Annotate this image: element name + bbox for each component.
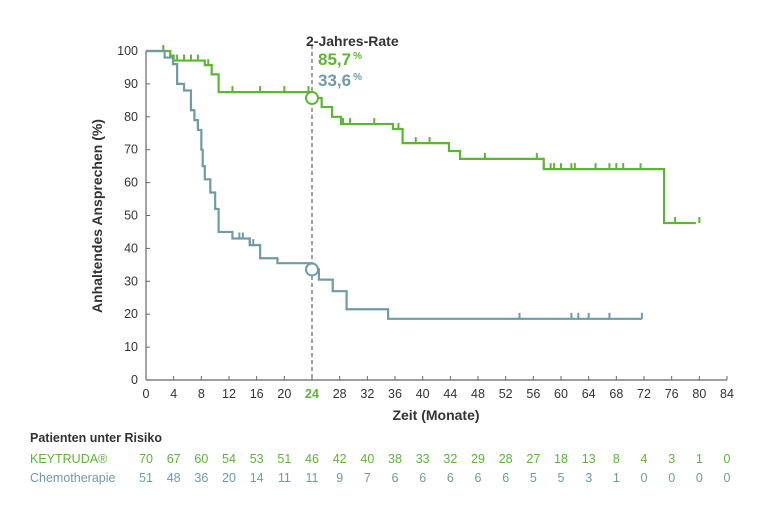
x-tick-label: 36 bbox=[388, 387, 402, 401]
survival-curve-keytruda bbox=[146, 49, 696, 225]
x-tick-label: 68 bbox=[609, 387, 623, 401]
risk-value: 8 bbox=[613, 452, 620, 466]
x-tick-label: 76 bbox=[665, 387, 679, 401]
y-tick-label: 10 bbox=[124, 340, 138, 354]
risk-value: 9 bbox=[336, 471, 343, 485]
y-tick-label: 90 bbox=[124, 77, 138, 91]
risk-value: 42 bbox=[333, 452, 347, 466]
risk-value: 54 bbox=[222, 452, 236, 466]
risk-value: 32 bbox=[443, 452, 457, 466]
x-tick-label: 84 bbox=[720, 387, 734, 401]
y-tick-label: 80 bbox=[124, 110, 138, 124]
x-tick-label: 8 bbox=[198, 387, 205, 401]
y-tick-label: 40 bbox=[124, 241, 138, 255]
annotation-title: 2-Jahres-Rate bbox=[306, 33, 399, 49]
y-tick-label: 20 bbox=[124, 307, 138, 321]
risk-value: 27 bbox=[526, 452, 540, 466]
risk-row-label: Chemotherapie bbox=[30, 471, 116, 485]
y-tick-label: 30 bbox=[124, 274, 138, 288]
risk-value: 11 bbox=[278, 471, 291, 485]
risk-value: 5 bbox=[558, 471, 565, 485]
risk-value: 6 bbox=[447, 471, 454, 485]
risk-table-title: Patienten unter Risiko bbox=[30, 431, 162, 445]
x-tick-label: 52 bbox=[499, 387, 513, 401]
x-tick-label: 80 bbox=[692, 387, 706, 401]
risk-value: 6 bbox=[392, 471, 399, 485]
y-tick-label: 100 bbox=[117, 44, 138, 58]
risk-value: 20 bbox=[222, 471, 236, 485]
x-tick-label: 64 bbox=[582, 387, 596, 401]
risk-value: 28 bbox=[499, 452, 513, 466]
risk-value: 36 bbox=[194, 471, 208, 485]
y-tick-label: 50 bbox=[124, 209, 138, 223]
y-tick-label: 0 bbox=[131, 373, 138, 387]
risk-value: 0 bbox=[724, 452, 731, 466]
two-year-rate-marker bbox=[305, 262, 319, 277]
annotation-value-keytruda: 85,7% bbox=[318, 50, 362, 69]
x-tick-label: 60 bbox=[554, 387, 568, 401]
annotation-value: 33,6 bbox=[318, 71, 351, 90]
x-tick-label: 32 bbox=[360, 387, 374, 401]
x-tick-label: 16 bbox=[250, 387, 264, 401]
risk-table: KEYTRUDA® 70 67 60 54 53 51 46 42 40 38 33 32 29 28 27 1… bbox=[30, 452, 731, 485]
risk-value: 3 bbox=[585, 471, 592, 485]
risk-value: 46 bbox=[305, 452, 319, 466]
y-tick-label: 70 bbox=[124, 143, 138, 157]
x-tick-label: 44 bbox=[443, 387, 457, 401]
x-tick-label: 28 bbox=[333, 387, 347, 401]
risk-value: 1 bbox=[696, 452, 703, 466]
annotation-unit: % bbox=[353, 72, 362, 83]
risk-value: 0 bbox=[641, 471, 648, 485]
y-axis-label: Anhaltendes Ansprechen (%) bbox=[89, 119, 105, 313]
risk-value: 33 bbox=[416, 452, 430, 466]
x-axis-label: Zeit (Monate) bbox=[392, 407, 479, 423]
risk-value: 70 bbox=[139, 452, 153, 466]
risk-value: 13 bbox=[582, 452, 596, 466]
risk-value: 4 bbox=[641, 452, 648, 466]
risk-value: 3 bbox=[668, 452, 675, 466]
risk-value: 53 bbox=[250, 452, 264, 466]
risk-value: 48 bbox=[167, 471, 181, 485]
risk-value: 38 bbox=[388, 452, 402, 466]
x-tick-label: 56 bbox=[526, 387, 540, 401]
risk-value: 6 bbox=[475, 471, 482, 485]
risk-value: 11 bbox=[306, 471, 319, 485]
risk-value: 1 bbox=[613, 471, 620, 485]
x-tick-label: 48 bbox=[471, 387, 485, 401]
x-tick-label: 4 bbox=[170, 387, 177, 401]
survival-curve-chemotherapie bbox=[146, 49, 642, 320]
annotation-unit: % bbox=[353, 51, 362, 62]
risk-value: 0 bbox=[696, 471, 703, 485]
y-tick-label: 60 bbox=[124, 176, 138, 190]
two-year-rate-marker bbox=[305, 91, 319, 106]
risk-value: 29 bbox=[471, 452, 485, 466]
axes: 0 4 8 12 16 20 24 28 32 36 40 44 48 52 56 60 64 68 72 76 80 8… bbox=[117, 44, 734, 401]
risk-value: 6 bbox=[502, 471, 509, 485]
x-tick-label: 72 bbox=[637, 387, 651, 401]
x-tick-label: 0 bbox=[143, 387, 150, 401]
risk-value: 60 bbox=[194, 452, 208, 466]
risk-value: 51 bbox=[139, 471, 153, 485]
risk-value: 6 bbox=[419, 471, 426, 485]
risk-row-label: KEYTRUDA® bbox=[30, 452, 108, 466]
risk-value: 7 bbox=[364, 471, 371, 485]
risk-value: 0 bbox=[724, 471, 731, 485]
risk-value: 51 bbox=[277, 452, 291, 466]
risk-value: 0 bbox=[668, 471, 675, 485]
risk-value: 14 bbox=[250, 471, 264, 485]
x-tick-label: 24 bbox=[305, 387, 319, 401]
x-tick-label: 40 bbox=[416, 387, 430, 401]
annotation-value: 85,7 bbox=[318, 50, 351, 69]
x-tick-label: 20 bbox=[277, 387, 291, 401]
risk-value: 18 bbox=[554, 452, 568, 466]
plot-area bbox=[146, 38, 701, 380]
risk-value: 5 bbox=[530, 471, 537, 485]
x-tick-label: 12 bbox=[222, 387, 236, 401]
risk-value: 40 bbox=[360, 452, 374, 466]
risk-value: 67 bbox=[167, 452, 181, 466]
annotation-value-chemo: 33,6% bbox=[318, 71, 362, 90]
